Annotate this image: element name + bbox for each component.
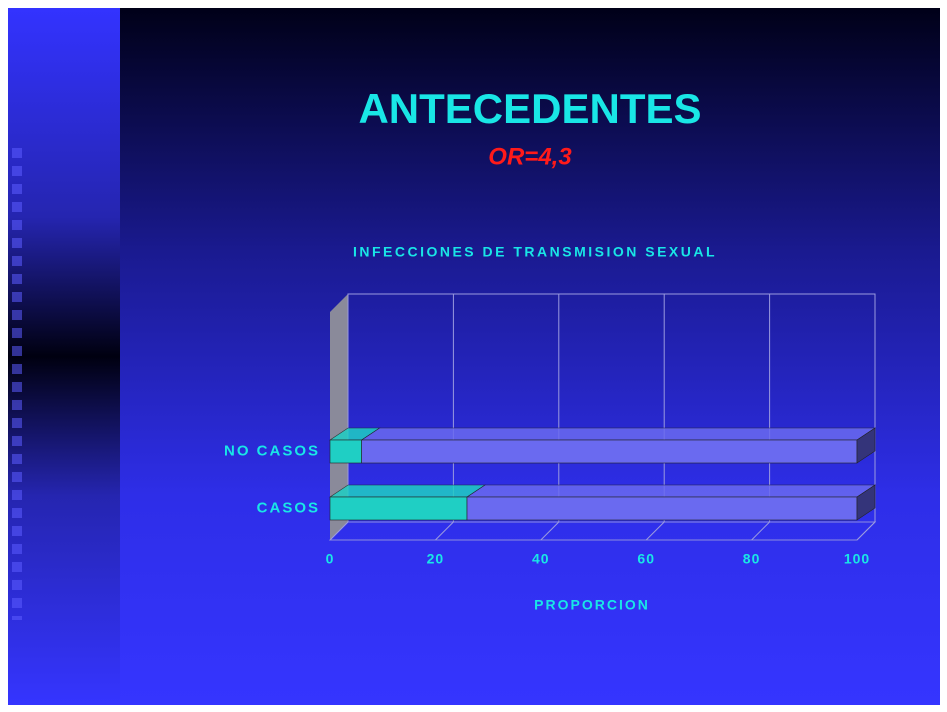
bar	[361, 439, 858, 464]
x-tick-label: 80	[743, 551, 761, 567]
floor-tick	[540, 521, 560, 541]
floor-tick	[856, 521, 876, 541]
x-axis-label: PROPORCION	[534, 597, 650, 613]
bar-top	[360, 427, 876, 441]
slide-title: ANTECEDENTES	[358, 85, 701, 132]
x-tick-label: 60	[637, 551, 655, 567]
subtitle: OR=4,3	[488, 143, 572, 170]
floor-tick	[329, 521, 349, 541]
y-tick-label: CASOS	[257, 499, 320, 516]
bar-end	[856, 427, 876, 464]
floor-tick	[645, 521, 665, 541]
x-tick-label: 0	[326, 551, 335, 567]
x-tick-label: 40	[532, 551, 550, 567]
floor-tick	[751, 521, 770, 541]
x-tick-label: 20	[427, 551, 445, 567]
background	[8, 8, 940, 705]
bar	[329, 439, 362, 464]
floor-tick	[435, 521, 454, 541]
chart-title: INFECCIONES DE TRANSMISION SEXUAL	[353, 244, 717, 260]
side-wall	[330, 294, 348, 540]
bar	[329, 496, 468, 521]
y-tick-label: NO CASOS	[224, 442, 320, 459]
x-tick-label: 100	[844, 551, 870, 567]
strip-holes	[8, 140, 120, 620]
bar	[466, 496, 858, 521]
bar-end	[856, 484, 876, 521]
bar-top	[329, 484, 487, 498]
bar-top	[466, 484, 876, 498]
